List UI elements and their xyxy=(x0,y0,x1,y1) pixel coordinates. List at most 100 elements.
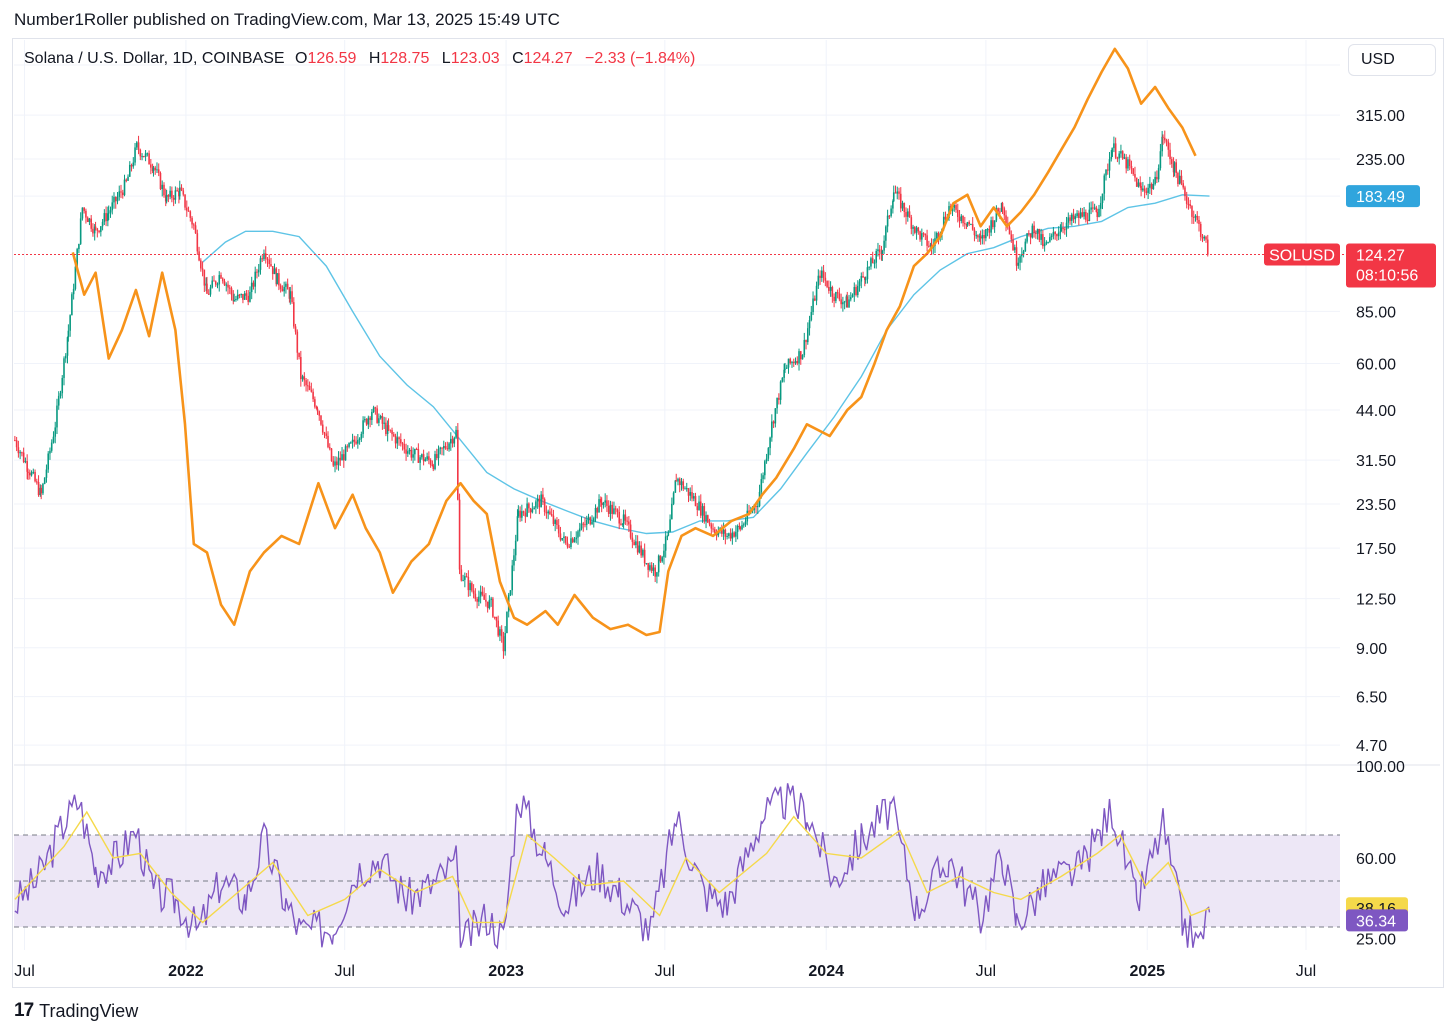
candle-body xyxy=(599,499,602,503)
candle-body xyxy=(1150,183,1153,190)
candle-body xyxy=(185,207,188,211)
time-tick-label: 2025 xyxy=(1129,963,1165,980)
candle-body xyxy=(822,270,825,278)
tradingview-logo-text: TradingView xyxy=(39,1000,139,1021)
candle-body xyxy=(614,508,617,510)
candle-body xyxy=(810,312,813,321)
candle-body xyxy=(130,164,133,167)
candle-body xyxy=(27,471,29,473)
candle-body xyxy=(1187,203,1190,205)
candle-body xyxy=(684,488,686,490)
candle-body xyxy=(779,381,782,400)
candle-body xyxy=(221,278,224,282)
candles-group xyxy=(14,130,1209,659)
candle-body xyxy=(645,563,648,565)
candle-body xyxy=(286,283,289,290)
candle-body xyxy=(899,193,902,209)
candle-body xyxy=(400,439,402,444)
candle-body xyxy=(566,542,569,547)
candle-body xyxy=(582,523,585,525)
candle-body xyxy=(722,529,725,534)
open-value: 126.59 xyxy=(307,50,357,67)
candle-body xyxy=(26,461,28,472)
candle-body xyxy=(213,280,215,282)
candle-body xyxy=(316,408,319,412)
candle-body xyxy=(855,287,857,295)
candle-body xyxy=(1085,212,1087,220)
candle-body xyxy=(344,446,347,461)
candle-body xyxy=(101,221,104,227)
candle-body xyxy=(467,576,470,591)
candle-body xyxy=(728,533,730,536)
candle-body xyxy=(247,295,249,302)
candle-body xyxy=(516,516,519,541)
candle-body xyxy=(96,228,99,231)
candle-body xyxy=(798,351,800,364)
candle-body xyxy=(652,567,655,571)
candle-body xyxy=(1045,242,1048,244)
candle-body xyxy=(812,298,814,313)
candle-body xyxy=(661,557,663,562)
candle-body xyxy=(649,565,651,570)
candle-body xyxy=(367,417,370,425)
candle-body xyxy=(116,196,119,202)
candle-body xyxy=(1163,137,1166,141)
price-tick-label: 315.00 xyxy=(1356,108,1405,125)
candle-body xyxy=(429,460,432,465)
candle-body xyxy=(928,245,930,247)
candle-body xyxy=(194,225,197,234)
currency-button[interactable]: USD xyxy=(1348,44,1436,76)
symbol-header: Solana / U.S. Dollar, 1D, COINBASE O126.… xyxy=(24,50,703,68)
candle-body xyxy=(405,449,407,454)
candle-body xyxy=(471,583,473,591)
candle-body xyxy=(542,494,544,500)
candle-body xyxy=(1108,159,1111,171)
candle-body xyxy=(851,294,854,298)
candle-body xyxy=(233,300,235,302)
candle-body xyxy=(1157,168,1160,180)
candle-body xyxy=(207,293,210,295)
candle-body xyxy=(577,531,579,538)
candle-body xyxy=(379,416,382,419)
candle-body xyxy=(707,515,709,523)
candle-body xyxy=(291,291,293,303)
candle-body xyxy=(63,358,65,378)
candle-body xyxy=(1071,214,1073,221)
candle-body xyxy=(408,449,411,452)
symbol-tag-label: SOLUSD xyxy=(1269,247,1335,264)
candle-body xyxy=(831,287,834,297)
time-tick-label: 2022 xyxy=(168,963,204,980)
candle-body xyxy=(1093,207,1096,209)
candle-body xyxy=(426,456,428,460)
candle-body xyxy=(789,358,792,364)
candle-body xyxy=(178,187,181,197)
candle-body xyxy=(1165,140,1168,142)
candle-body xyxy=(746,510,749,522)
candle-body xyxy=(685,488,688,490)
candle-body xyxy=(134,147,136,163)
candle-body xyxy=(47,453,50,470)
candle-body xyxy=(478,596,480,602)
candle-body xyxy=(838,293,841,300)
close-value: 124.27 xyxy=(523,50,573,67)
candle-body xyxy=(1134,174,1136,178)
candle-body xyxy=(198,251,200,261)
candle-body xyxy=(495,616,498,621)
candle-body xyxy=(1203,236,1206,239)
candle-body xyxy=(79,218,82,244)
candle-body xyxy=(107,212,110,214)
candle-body xyxy=(358,438,361,440)
tradingview-logo[interactable]: 17 TradingView xyxy=(14,1000,138,1022)
candle-body xyxy=(924,233,927,236)
candle-body xyxy=(100,226,102,232)
candle-body xyxy=(618,511,621,524)
candle-body xyxy=(622,514,625,524)
candle-body xyxy=(1098,208,1100,218)
candle-body xyxy=(148,153,150,165)
candle-body xyxy=(61,377,64,394)
candle-body xyxy=(1013,247,1016,251)
candle-body xyxy=(699,501,702,516)
candle-body xyxy=(1182,183,1185,188)
candle-body xyxy=(955,205,957,210)
